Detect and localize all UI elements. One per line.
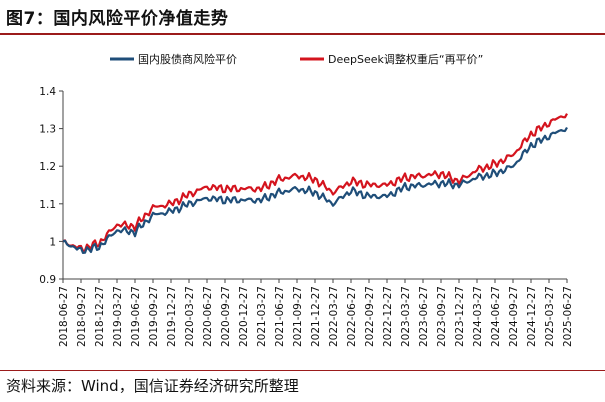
series-line-1 <box>62 126 568 254</box>
x-tick-label: 2019-03-27 <box>112 286 124 347</box>
series-line-2 <box>62 113 568 252</box>
x-tick-label: 2025-03-27 <box>544 286 556 347</box>
source-rule <box>0 370 605 371</box>
x-tick-label: 2024-09-27 <box>508 286 520 347</box>
x-tick-label: 2025-06-27 <box>562 286 574 347</box>
x-tick-label: 2024-06-27 <box>490 286 502 347</box>
x-tick-label: 2019-06-27 <box>130 286 142 347</box>
y-axis: 0.9 1 1.1 1.2 1.3 1.4 <box>39 86 64 286</box>
y-tick-label: 1.1 <box>39 199 56 211</box>
x-tick-label: 2021-06-27 <box>274 286 286 347</box>
x-tick-label: 2022-03-27 <box>328 286 340 347</box>
series-lines <box>62 113 568 254</box>
x-tick-label: 2018-06-27 <box>58 286 70 347</box>
figure-title: 图7：国内风险平价净值走势 <box>6 9 229 29</box>
x-tick-label: 2021-09-27 <box>292 286 304 347</box>
x-tick-label: 2024-12-27 <box>526 286 538 347</box>
x-tick-label: 2019-12-27 <box>166 286 178 347</box>
y-tick-label: 0.9 <box>39 274 56 286</box>
x-tick-label: 2020-09-27 <box>220 286 232 347</box>
chart-legend: 国内股债商风险平价 DeepSeek调整权重后“再平价” <box>110 52 483 66</box>
y-tick-label: 1.2 <box>39 161 56 173</box>
x-tick-label: 2023-06-27 <box>418 286 430 347</box>
y-tick-label: 1 <box>49 236 56 248</box>
x-tick-label: 2020-06-27 <box>202 286 214 347</box>
x-tick-label: 2024-03-27 <box>472 286 484 347</box>
y-tick-label: 1.3 <box>39 124 56 136</box>
x-tick-label: 2019-09-27 <box>148 286 160 347</box>
source-note: 资料来源：Wind，国信证券经济研究所整理 <box>6 377 299 395</box>
y-tick-label: 1.4 <box>39 86 56 98</box>
x-tick-label: 2022-12-27 <box>382 286 394 347</box>
x-tick-label: 2021-12-27 <box>310 286 322 347</box>
x-tick-label: 2018-12-27 <box>94 286 106 347</box>
x-tick-label: 2023-03-27 <box>400 286 412 347</box>
x-tick-label: 2018-09-27 <box>76 286 88 347</box>
x-tick-label: 2021-03-27 <box>256 286 268 347</box>
x-tick-label: 2023-12-27 <box>454 286 466 347</box>
x-axis: 2018-06-27 2018-09-27 2018-12-27 2019-03-27… <box>58 278 574 347</box>
x-tick-label: 2020-03-27 <box>184 286 196 347</box>
legend-label-series1: 国内股债商风险平价 <box>138 52 237 66</box>
title-rule <box>0 33 605 35</box>
x-tick-label: 2022-09-27 <box>364 286 376 347</box>
x-tick-label: 2022-06-27 <box>346 286 358 347</box>
x-tick-label: 2020-12-27 <box>238 286 250 347</box>
x-tick-label: 2023-09-27 <box>436 286 448 347</box>
legend-label-series2: DeepSeek调整权重后“再平价” <box>328 52 483 66</box>
